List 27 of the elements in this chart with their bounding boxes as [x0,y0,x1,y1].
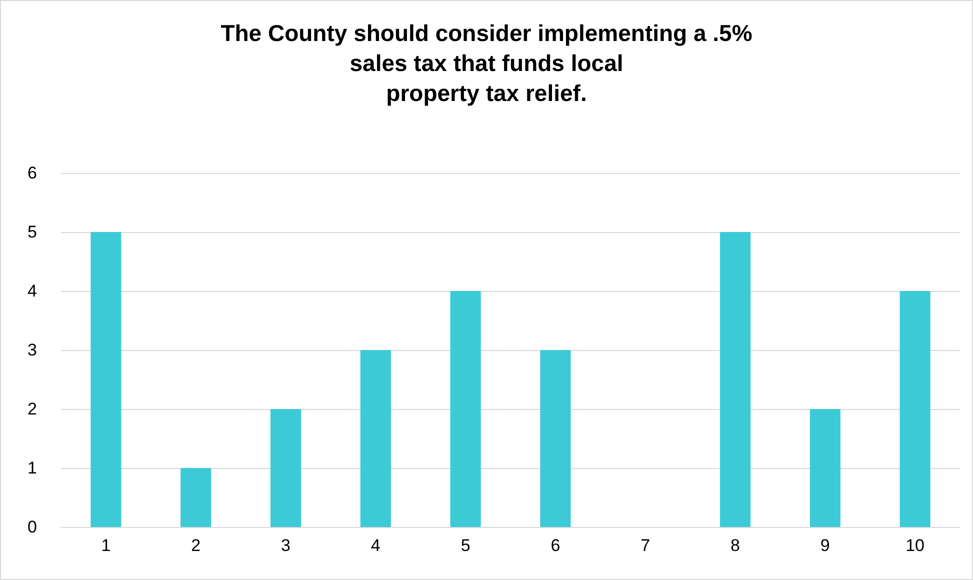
x-tick-label: 2 [191,536,201,555]
chart-title: The County should consider implementing a .5% sales tax that funds local property tax relief. [220,20,752,106]
bar [180,468,212,527]
bar [90,232,122,527]
y-tick-label: 0 [28,518,37,536]
x-tick-label: 1 [101,536,111,555]
bar [900,291,930,527]
bar [540,350,571,527]
bar [810,409,840,527]
bar [450,291,481,527]
y-tick-label: 1 [28,458,37,478]
bar [360,350,391,527]
x-tick-label: 10 [906,536,925,555]
x-tick-label: 6 [550,536,560,555]
bar [270,409,302,527]
x-tick-label: 9 [820,536,830,555]
y-tick-label: 3 [28,340,37,360]
bar [720,232,751,527]
x-tick-label: 5 [460,536,470,555]
x-tick-label: 8 [730,536,740,555]
y-tick-label: 2 [28,400,37,418]
x-tick-label: 7 [640,536,650,555]
y-tick-label: 4 [28,282,37,300]
y-tick-label: 6 [28,164,37,182]
y-tick-label: 5 [28,222,37,242]
x-tick-label: 3 [281,536,290,555]
x-tick-label: 4 [370,536,380,555]
